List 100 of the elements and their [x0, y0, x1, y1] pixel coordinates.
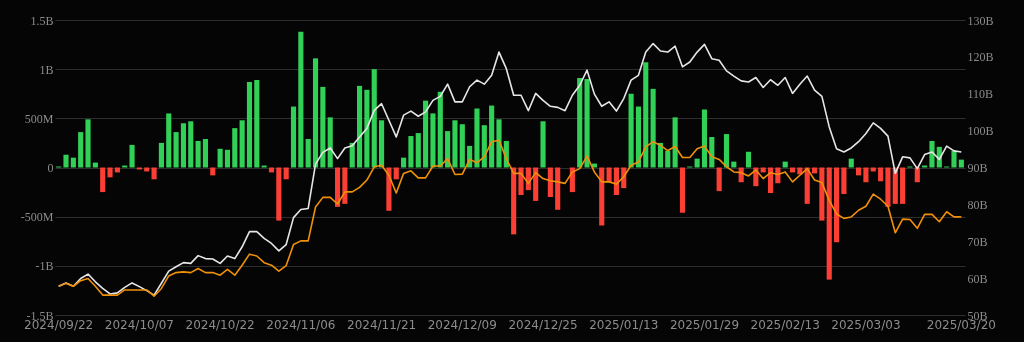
bar	[665, 150, 671, 168]
bar	[679, 167, 686, 213]
x-tick-label: 2024/10/22	[185, 317, 255, 332]
bar	[364, 89, 370, 168]
bar	[635, 106, 641, 168]
y-tick-label: 1B	[39, 62, 54, 77]
bar	[591, 163, 597, 168]
bar	[173, 132, 179, 168]
bar	[474, 108, 480, 168]
bar	[701, 109, 708, 168]
bar	[958, 159, 964, 168]
bar	[511, 167, 517, 235]
bar	[694, 158, 700, 168]
bar	[430, 113, 436, 168]
bar	[188, 121, 194, 168]
bar	[217, 148, 223, 168]
bar	[312, 58, 319, 168]
bar	[723, 134, 730, 168]
bar	[841, 167, 847, 195]
bar	[445, 131, 451, 168]
bar	[371, 69, 377, 168]
bar	[224, 149, 231, 168]
bar	[283, 167, 289, 180]
x-tick-label: 2024/10/07	[104, 317, 174, 332]
bar	[599, 167, 605, 226]
y-tick-label: -1B	[35, 259, 54, 274]
bar	[78, 132, 84, 168]
bar	[577, 78, 583, 168]
y2-tick-label: 70B	[967, 234, 988, 249]
bar	[415, 133, 421, 168]
bar	[819, 167, 825, 221]
x-tick-label: 2025/01/29	[669, 317, 740, 332]
bar	[401, 157, 407, 168]
y2-tick-label: 90B	[967, 161, 988, 175]
bar	[70, 157, 76, 168]
y2-tick-label: 130B	[967, 13, 994, 28]
y2-tick-label: 80B	[967, 197, 988, 212]
line-series	[57, 139, 963, 297]
bar	[481, 125, 487, 168]
bar	[254, 79, 260, 168]
bar	[731, 161, 737, 168]
x-tick-label: 2024/12/25	[508, 317, 578, 332]
bar	[459, 124, 465, 168]
y2-tick-label: 100B	[967, 124, 994, 139]
bar	[496, 119, 502, 168]
bar	[628, 93, 634, 168]
bar	[393, 167, 399, 180]
x-tick-label: 2025/02/13	[750, 317, 820, 332]
bar	[878, 167, 884, 182]
bar	[158, 142, 164, 168]
bar	[180, 123, 186, 168]
bar	[327, 117, 333, 168]
bar	[834, 167, 840, 243]
bar	[107, 167, 113, 178]
bar	[452, 120, 458, 168]
bar	[518, 167, 524, 196]
bar	[239, 120, 245, 168]
bar	[408, 136, 414, 168]
x-tick-label: 2024/11/21	[346, 317, 417, 332]
bar	[863, 167, 869, 183]
bar	[100, 167, 106, 193]
bar	[885, 167, 891, 207]
bar	[437, 91, 443, 168]
bar	[232, 128, 238, 168]
x-tick-label: 2024/12/09	[427, 317, 497, 332]
y2-tick-label: 110B	[967, 87, 994, 102]
y2-tick-label: 120B	[967, 50, 994, 65]
x-tick-label: 2025/03/03	[831, 317, 901, 332]
bar	[657, 142, 664, 168]
bar	[298, 31, 304, 168]
bar	[334, 167, 341, 207]
bar	[489, 105, 495, 168]
bar	[246, 81, 253, 168]
bar	[782, 161, 788, 168]
y2-tick-label: 60B	[967, 271, 988, 286]
bar	[85, 119, 91, 168]
bar	[356, 85, 363, 168]
bar	[349, 142, 355, 168]
bar	[584, 79, 590, 168]
bar	[129, 144, 135, 168]
bar	[716, 167, 722, 192]
y-tick-label: 500M	[24, 111, 54, 126]
bar	[951, 150, 957, 168]
bar	[540, 121, 546, 168]
x-tick-label: 2024/11/06	[266, 317, 336, 332]
bar	[290, 106, 297, 168]
bar	[166, 113, 172, 168]
bar	[929, 140, 935, 168]
bar	[195, 140, 201, 168]
bar	[745, 151, 752, 168]
bar	[650, 88, 656, 168]
y-tick-label: 1.5B	[30, 13, 54, 28]
y-tick-label: -500M	[20, 210, 54, 225]
bar	[423, 100, 429, 168]
bar	[63, 154, 69, 168]
bar	[202, 138, 209, 168]
bar	[848, 158, 854, 168]
bar	[92, 162, 98, 168]
bar	[643, 62, 649, 168]
bar	[276, 167, 282, 221]
